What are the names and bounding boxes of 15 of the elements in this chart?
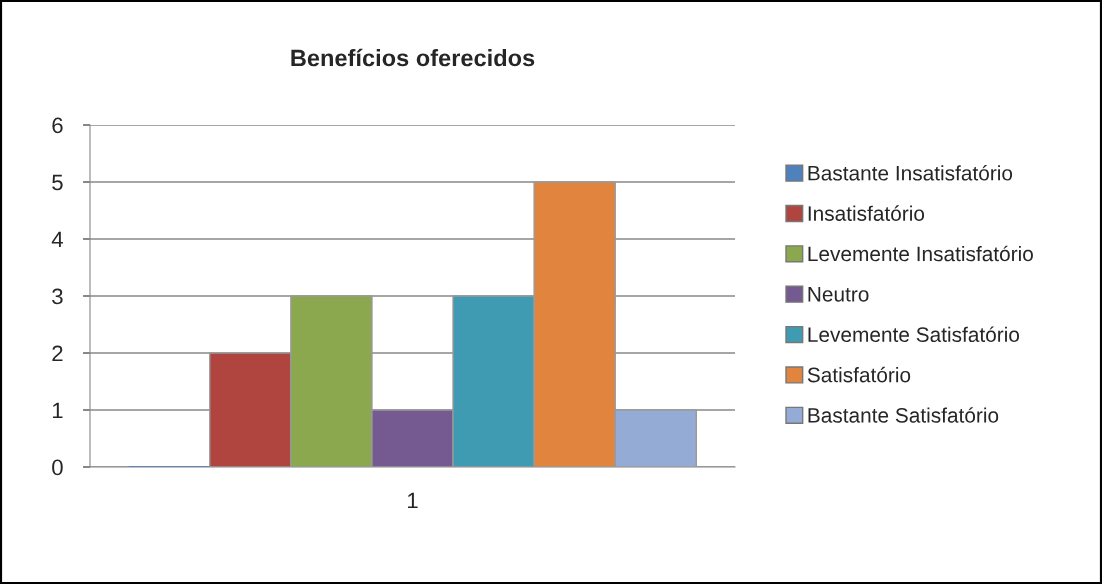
y-tick-label: 4 — [51, 231, 63, 248]
legend-label: Bastante Insatisfatório — [808, 165, 1013, 181]
legend-label: Levemente Insatisfatório — [808, 245, 1033, 262]
legend-label: Insatisfatório — [808, 205, 925, 221]
legend-label: Satisfatório — [807, 366, 911, 383]
y-tick-label: 6 — [52, 117, 63, 134]
y-tick-label: 1 — [52, 402, 63, 419]
y-tick-label: 3 — [52, 288, 63, 305]
legend-label: Levemente Satisfatório — [808, 326, 1020, 343]
legend-label: Bastante Satisfatório — [808, 407, 999, 423]
y-tick-label: 5 — [52, 174, 63, 191]
legend-label: Neutro — [808, 287, 869, 302]
chart-title: Benefícios oferecidos — [291, 48, 535, 67]
y-tick-label: 2 — [52, 345, 63, 362]
y-tick-label: 0 — [52, 459, 63, 476]
